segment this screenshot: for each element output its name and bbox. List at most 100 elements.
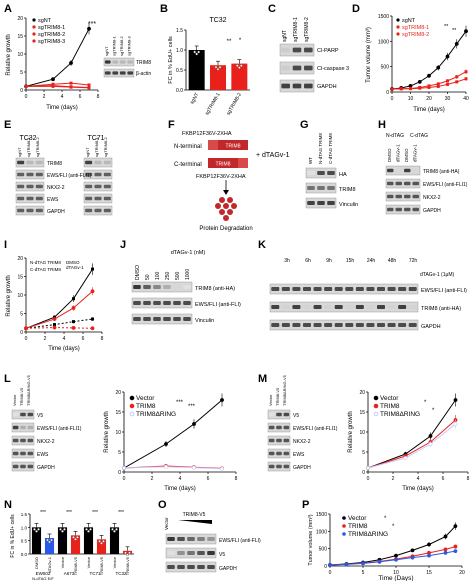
d-sig-0: ** (444, 24, 449, 30)
e-col-1-0: sgNT (85, 147, 90, 157)
blot-band (167, 551, 175, 555)
p-legend-marker (342, 516, 346, 520)
l-blot-row-3: EWS (37, 452, 49, 458)
panel-letter-o: O (158, 499, 167, 511)
data-point (418, 86, 422, 90)
blot-band (324, 287, 333, 291)
f-degraded-fragment (223, 203, 229, 209)
replicate-dot (102, 540, 105, 543)
y-tick-label: 1000 (316, 529, 327, 535)
g-row-0: HA (339, 172, 347, 178)
y-tick-label: 10 (359, 430, 365, 436)
a-blot-col-3: sgTRIM8-3 (127, 35, 132, 56)
blot-band (376, 323, 386, 327)
blot-band (17, 160, 25, 165)
m-sig-1: * (432, 408, 435, 414)
k-time-6: 72h (409, 258, 418, 264)
p-ylabel: Tumor volume (mm³) (308, 514, 314, 565)
d-legend-2: sgTRIM8-2 (402, 32, 429, 38)
blot-strip (269, 301, 419, 313)
data-point (399, 87, 403, 91)
bar (231, 63, 248, 90)
blot-band (387, 305, 396, 309)
series-line (25, 82, 90, 87)
data-point (366, 466, 370, 470)
m-legend-marker (373, 403, 379, 409)
replicate-dot (195, 52, 198, 56)
d-sig-1: ** (452, 28, 457, 34)
data-point (24, 326, 28, 331)
a-legend-marker (32, 39, 36, 43)
blot-band (276, 412, 282, 417)
replicate-dot (113, 530, 116, 533)
e-col-0-2: sgTRIM8-2 (35, 136, 40, 157)
blot-band (283, 438, 290, 443)
replicate-dot (214, 65, 218, 69)
blot-band (153, 317, 161, 321)
blot-band (324, 305, 333, 309)
p-xlabel: Time (Days) (378, 575, 413, 581)
blot-band (173, 301, 181, 305)
y-tick-label: 10 (17, 293, 23, 299)
blot-band (133, 301, 141, 305)
y-tick-label: 5 (362, 450, 365, 456)
blot-band (26, 196, 34, 201)
blot-band (292, 47, 302, 53)
blot-band (281, 83, 290, 89)
blot-band (398, 323, 407, 327)
data-point (464, 70, 468, 74)
blot-band (302, 323, 312, 327)
k-time-2: 9h (326, 258, 332, 264)
k-time-1: 6h (305, 258, 311, 264)
blot-band (324, 323, 333, 327)
blot-band (395, 207, 402, 212)
f-degraded-fragment (219, 209, 225, 215)
data-point (71, 326, 76, 330)
data-point (71, 306, 76, 310)
blot-band (366, 287, 375, 291)
e-col-1-2: sgTRIM8-2 (103, 136, 108, 157)
x-tick-label: 6 (82, 336, 85, 342)
blot-band (271, 323, 280, 327)
blot-band (327, 171, 335, 175)
panel-letter-e: E (4, 119, 11, 131)
d-legend-marker (396, 18, 400, 22)
p-legend-2: TRIM8ΔRING (348, 531, 388, 538)
f-outcome: Protein Degradation (199, 226, 252, 232)
y-tick-label: 1500 (316, 512, 327, 518)
m-xlabel: Time (days) (402, 486, 433, 492)
x-tick-label: 15 (426, 570, 432, 576)
blot-band (281, 47, 290, 53)
blot-g (305, 167, 337, 209)
a-blot-col-1: sgTRIM8-1 (112, 35, 117, 56)
m-legend-marker (373, 395, 379, 401)
replicate-dot (74, 538, 77, 541)
series-line (25, 268, 93, 329)
h-col-0: DMSO (387, 148, 392, 162)
g-row-2: Vinculin (339, 202, 358, 208)
y-tick-label: 500 (381, 65, 390, 71)
blot-band (283, 464, 290, 469)
m-blot-col-0: Vector (268, 394, 273, 406)
replicate-dot (236, 64, 239, 67)
m-legend-0: Vector (380, 395, 399, 402)
panel-letter-j: J (120, 239, 126, 251)
blot-a (103, 57, 135, 78)
n-bar-label-0: DMSO (34, 557, 39, 569)
n-bar-label-3: TRIM8-V5 (73, 556, 78, 575)
blot-band (327, 186, 335, 190)
blot-band (187, 537, 195, 541)
data-point (344, 562, 349, 567)
x-tick-label: 5 (362, 570, 365, 576)
chart-a: 0 5 10 15 20 0 2 4 6 8 (17, 16, 99, 100)
x-tick-label: 6 (442, 476, 445, 482)
blot-band (94, 184, 102, 189)
l-sig-0: *** (176, 400, 184, 406)
f-bottom-label: FKBP12F36V-2XHA (196, 174, 246, 180)
blot-band (27, 438, 34, 443)
blot-band (302, 287, 312, 291)
l-legend-0: Vector (136, 395, 155, 402)
blot-band (398, 305, 407, 309)
blot-band (153, 301, 161, 305)
x-tick-label: 0 (391, 96, 394, 102)
